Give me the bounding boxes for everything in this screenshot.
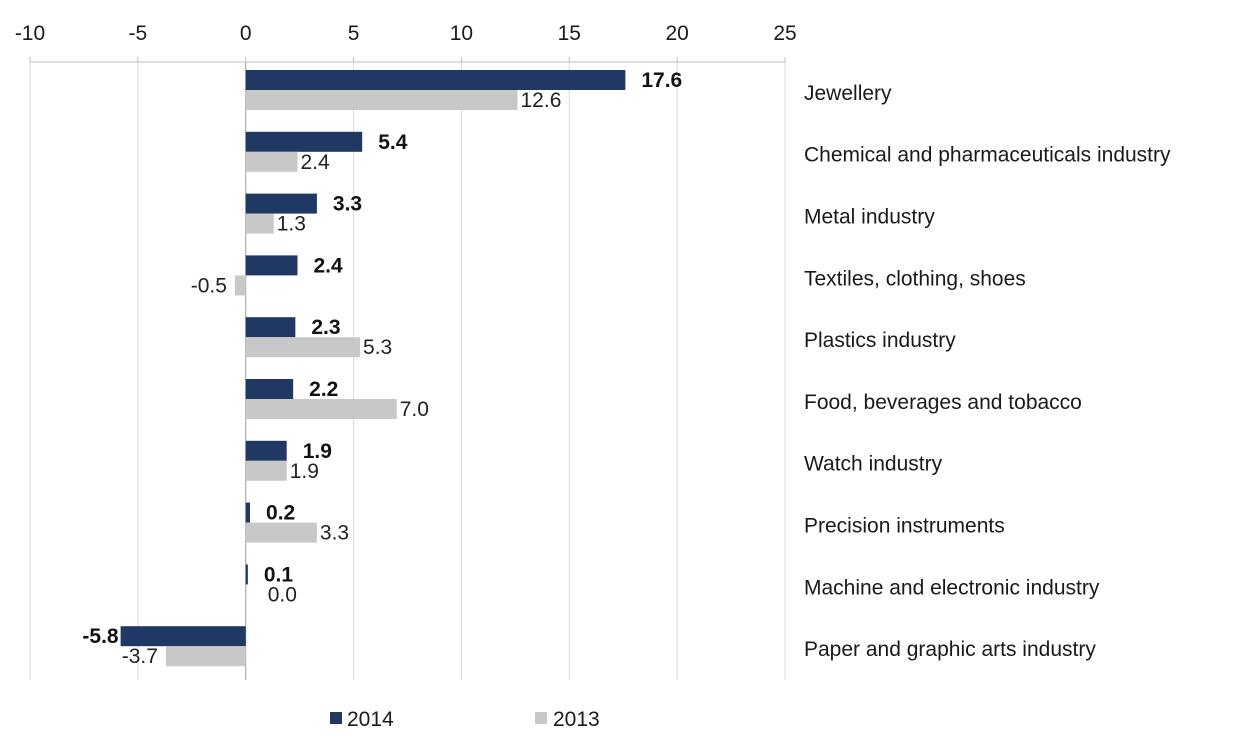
x-tick-label: 10 xyxy=(450,22,473,45)
data-label-2013: -3.7 xyxy=(122,645,158,668)
legend: 2014 2013 xyxy=(330,708,600,731)
category-label: Precision instruments xyxy=(804,515,1005,538)
bar-2013 xyxy=(234,275,246,296)
category-labels: Jewellery Chemical and pharmaceuticals in… xyxy=(804,82,1171,661)
category-label: Watch industry xyxy=(804,453,943,476)
x-tick-label: 20 xyxy=(665,22,688,45)
data-label-2014: 2.2 xyxy=(309,378,338,401)
bars xyxy=(120,70,626,667)
bar-2013 xyxy=(245,337,361,358)
x-tick-label: 25 xyxy=(773,22,796,45)
legend-label-2014: 2014 xyxy=(347,708,394,731)
data-label-2014: 1.9 xyxy=(303,440,332,463)
legend-swatch-2013 xyxy=(535,712,547,724)
bar-2014 xyxy=(245,564,248,585)
data-label-2014: 0.2 xyxy=(266,502,295,525)
bar-2014 xyxy=(245,317,296,338)
gridlines xyxy=(29,62,786,680)
x-tick-label: 5 xyxy=(348,22,360,45)
data-label-2013: 7.0 xyxy=(400,398,429,421)
category-label: Plastics industry xyxy=(804,329,956,352)
bar-2014 xyxy=(245,502,251,523)
x-tick-label: -10 xyxy=(15,22,45,45)
bar-2013 xyxy=(165,646,246,667)
x-axis: -10 -5 0 5 10 15 20 25 xyxy=(15,22,797,63)
category-label: Jewellery xyxy=(804,82,892,105)
legend-swatch-2014 xyxy=(330,712,342,724)
bar-2014 xyxy=(245,440,287,461)
bar-2014 xyxy=(245,70,626,90)
legend-label-2013: 2013 xyxy=(553,708,600,731)
bar-2013 xyxy=(245,522,317,543)
bar-2013 xyxy=(245,460,287,481)
data-label-2014: 2.4 xyxy=(313,254,343,277)
x-tick-label: 0 xyxy=(240,22,252,45)
category-label: Food, beverages and tobacco xyxy=(804,391,1082,414)
bar-2013 xyxy=(245,90,518,110)
bar-2014 xyxy=(245,255,298,276)
data-label-2014: 17.6 xyxy=(641,69,682,92)
data-label-2014: -5.8 xyxy=(82,625,119,648)
data-label-2013: 1.3 xyxy=(277,213,306,236)
bar-2013 xyxy=(245,151,298,172)
x-tick-label: 15 xyxy=(558,22,581,45)
data-label-2013: 0.0 xyxy=(268,583,297,606)
data-label-2014: 0.1 xyxy=(264,563,294,586)
data-labels: 17.612.65.42.43.31.32.4-0.52.35.32.27.01… xyxy=(82,69,682,668)
bar-2014 xyxy=(245,379,294,399)
bar-2014 xyxy=(245,131,363,152)
data-label-2013: 5.3 xyxy=(363,336,392,359)
bar-2013 xyxy=(245,399,397,419)
data-label-2013: 3.3 xyxy=(320,522,349,545)
data-label-2014: 2.3 xyxy=(311,316,340,339)
bar-2013 xyxy=(245,213,274,234)
data-label-2013: 12.6 xyxy=(521,89,562,112)
data-label-2013: 2.4 xyxy=(300,151,330,174)
data-label-2013: 1.9 xyxy=(290,460,319,483)
data-label-2013: -0.5 xyxy=(191,274,227,297)
category-label: Paper and graphic arts industry xyxy=(804,638,1096,661)
data-label-2014: 5.4 xyxy=(378,131,408,154)
data-label-2014: 3.3 xyxy=(333,193,362,216)
x-tick-label: -5 xyxy=(129,22,148,45)
bar-2014 xyxy=(245,193,317,214)
category-label: Machine and electronic industry xyxy=(804,576,1100,599)
category-label: Chemical and pharmaceuticals industry xyxy=(804,144,1171,167)
category-label: Metal industry xyxy=(804,206,935,229)
bar-2014 xyxy=(120,626,246,647)
category-label: Textiles, clothing, shoes xyxy=(804,267,1026,290)
